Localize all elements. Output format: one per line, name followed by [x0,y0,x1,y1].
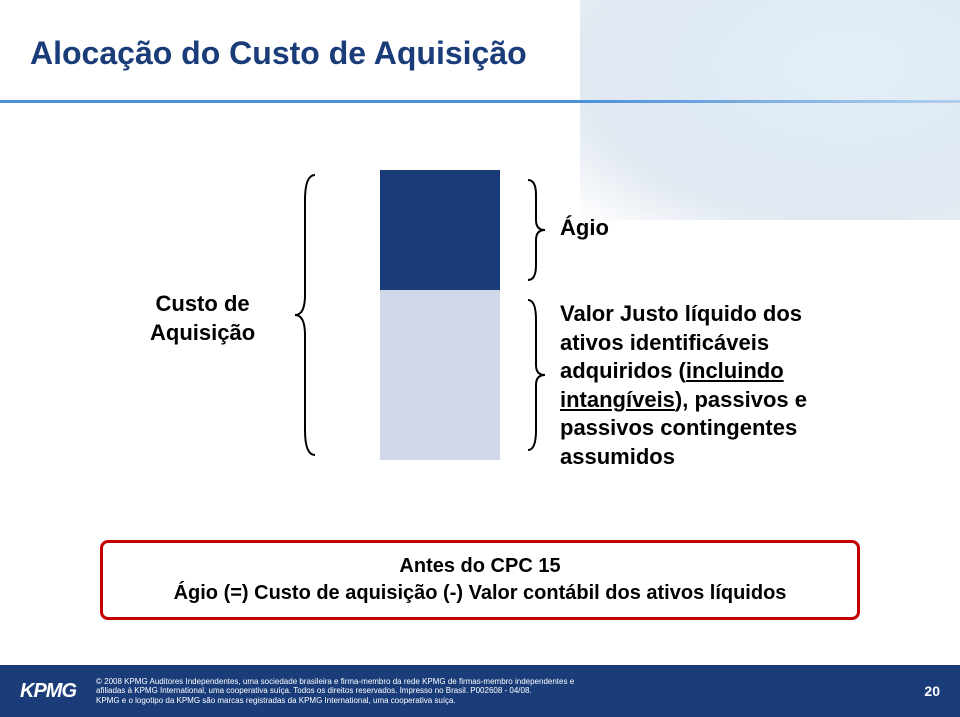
footer-line2: afiliadas à KPMG International, uma coop… [96,686,532,695]
allocation-diagram: Custo de Aquisição Ágio Valor Justo líqu… [80,150,880,480]
page-number: 20 [924,683,940,699]
right-curly-brace-top-icon [525,175,550,285]
left-brace-label: Custo de Aquisição [150,290,255,347]
vj-line4-underlined: intangíveis [560,387,675,412]
agio-label: Ágio [560,215,609,241]
vj-line4-post: ), passivos e [675,387,807,412]
callout-title: Antes do CPC 15 [123,555,837,578]
slide-footer: KPMG © 2008 KPMG Auditores Independentes… [0,665,960,717]
vj-line2: ativos identificáveis [560,330,769,355]
bar-segment-agio [380,170,500,290]
left-label-line2: Aquisição [150,320,255,345]
vj-line3-pre: adquiridos ( [560,358,686,383]
vj-line3-underlined: incluindo [686,358,784,383]
vj-line5: passivos contingentes [560,415,797,440]
diagram-content: Custo de Aquisição Ágio Valor Justo líqu… [0,150,960,480]
footer-copyright: © 2008 KPMG Auditores Independentes, uma… [96,677,924,706]
callout-box: Antes do CPC 15 Ágio (=) Custo de aquisi… [100,540,860,620]
left-label-line1: Custo de [156,291,250,316]
vj-line6: assumidos [560,444,675,469]
stacked-bar [380,170,500,460]
footer-line3: KPMG e o logotipo da KPMG são marcas reg… [96,696,456,705]
footer-line1: © 2008 KPMG Auditores Independentes, uma… [96,677,574,686]
kpmg-logo: KPMG [20,680,76,703]
valor-justo-label: Valor Justo líquido dos ativos identific… [560,300,880,472]
vj-line1: Valor Justo líquido dos [560,301,802,326]
callout-text: Ágio (=) Custo de aquisição (-) Valor co… [123,582,837,605]
left-curly-brace-icon [290,170,320,460]
bar-segment-valor-justo [380,290,500,460]
header-divider-bar [0,100,960,103]
right-curly-brace-bottom-icon [525,295,550,455]
slide-title: Alocação do Custo de Aquisição [30,35,527,72]
